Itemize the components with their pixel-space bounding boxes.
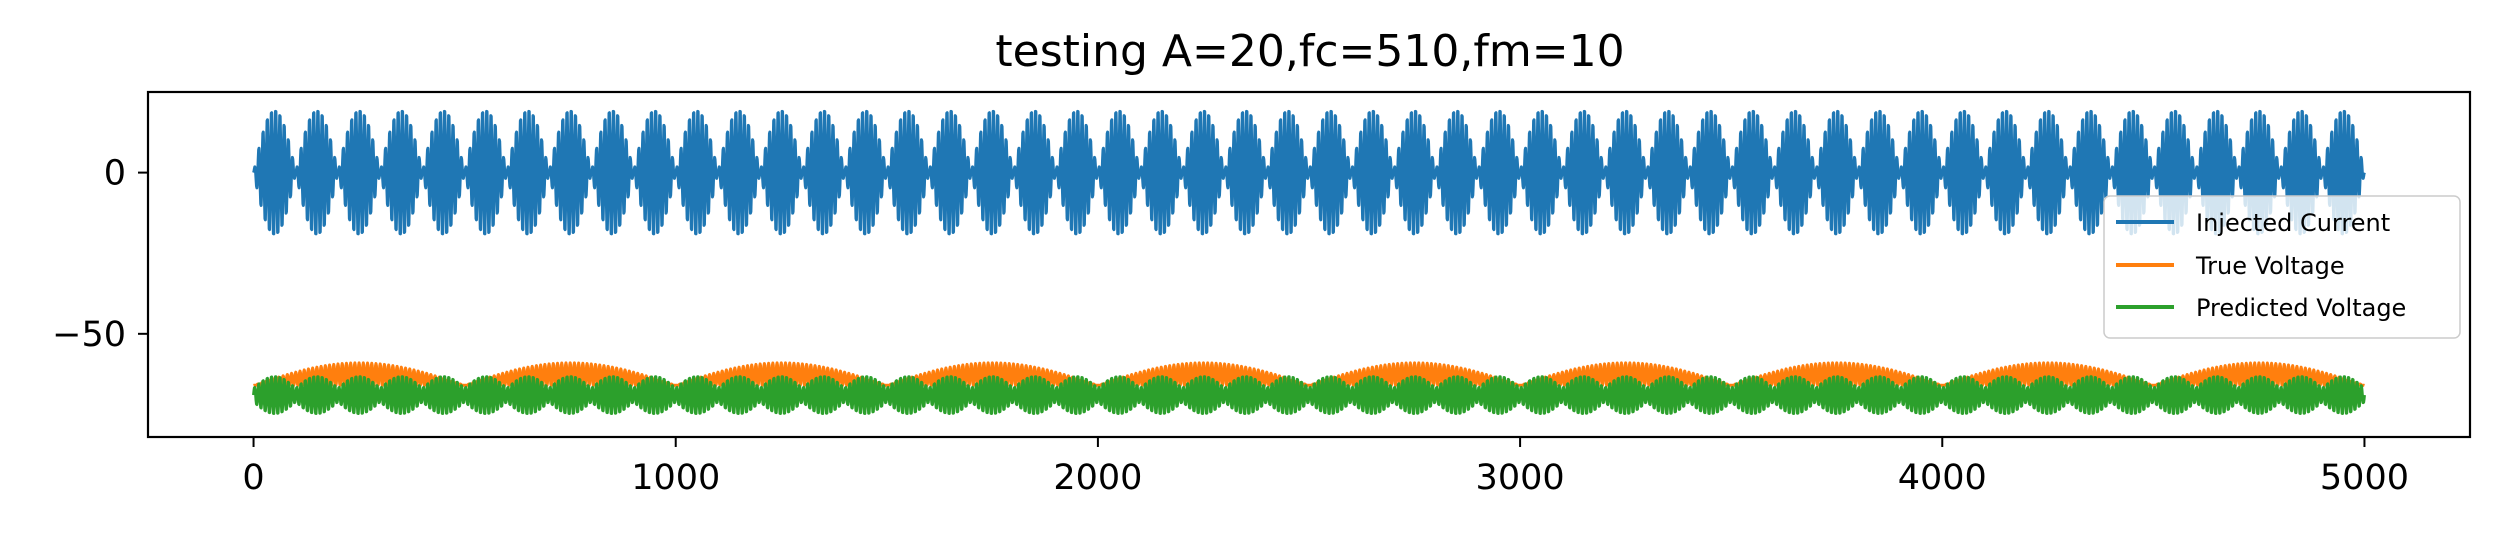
legend-label-injected-current: Injected Current: [2196, 209, 2390, 237]
legend: Injected Current True Voltage Predicted …: [2103, 195, 2461, 339]
legend-label-true-voltage: True Voltage: [2195, 252, 2345, 280]
series-layer: [252, 109, 2366, 415]
legend-label-predicted-voltage: Predicted Voltage: [2196, 294, 2406, 322]
x-tick-label: 0: [242, 458, 264, 498]
plot-frame: [146, 90, 2472, 439]
x-tick-label: 1000: [631, 458, 720, 498]
series-line-predicted-voltage: [252, 375, 2366, 415]
x-axis: 0 1000 2000 3000 4000 5000: [242, 437, 2409, 498]
y-axis: 0 −50: [52, 154, 148, 355]
series-line-injected-current: [252, 109, 2366, 236]
y-tick-label: 0: [104, 154, 126, 194]
plot-area: [146, 90, 2472, 439]
legend-frame: [2103, 195, 2461, 339]
y-tick-label: −50: [52, 315, 126, 355]
x-tick-label: 3000: [1476, 458, 1565, 498]
x-tick-label: 2000: [1053, 458, 1142, 498]
chart-title: testing A=20,fc=510,fm=10: [995, 26, 1624, 77]
x-tick-label: 5000: [2320, 458, 2409, 498]
x-tick-label: 4000: [1898, 458, 1987, 498]
